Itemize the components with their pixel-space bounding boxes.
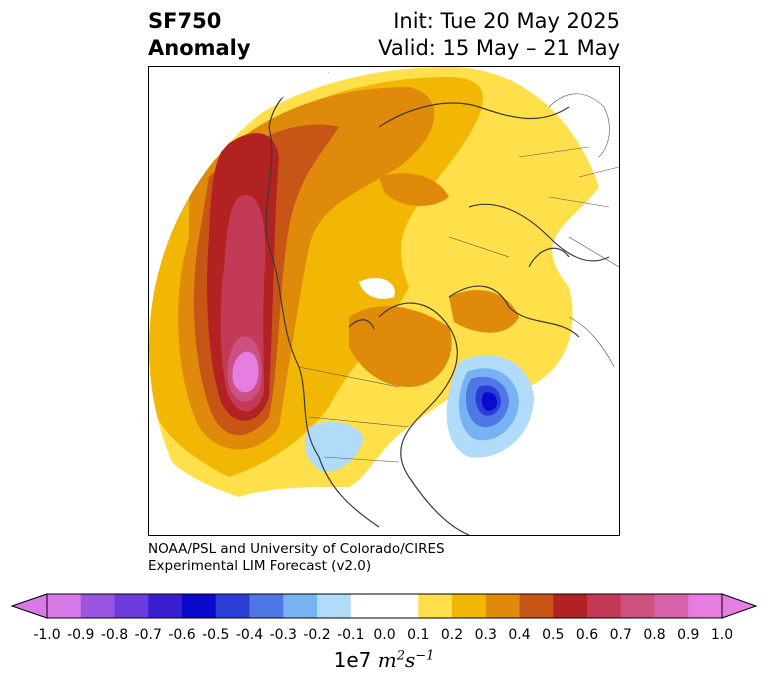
colorbar-swatch <box>80 594 115 618</box>
colorbar-swatch <box>350 594 385 618</box>
colorbar-swatch <box>620 594 655 618</box>
borders <box>298 146 619 463</box>
units-prefix: 1e7 <box>333 648 378 672</box>
credit-line-1: NOAA/PSL and University of Colorado/CIRE… <box>148 541 445 557</box>
colorbar-swatch <box>114 594 149 618</box>
credit-line-2: Experimental LIM Forecast (v2.0) <box>148 558 372 574</box>
units-sup2: −1 <box>415 648 435 664</box>
map-panel <box>148 66 620 536</box>
colorbar-tick-label: 0.2 <box>440 627 464 643</box>
colorbar-tick-label: 0.6 <box>575 627 599 643</box>
colorbar-tick-label: 0.8 <box>643 627 666 643</box>
units-m: m <box>377 648 397 672</box>
units-s: s <box>404 648 416 672</box>
colorbar-tick-label: 0.1 <box>407 627 430 643</box>
colorbar-swatch <box>384 594 419 618</box>
colorbar-swatch <box>148 594 183 618</box>
colorbar-swatch <box>688 594 723 618</box>
colorbar <box>10 590 758 626</box>
colorbar-tick-label: -0.9 <box>67 627 95 643</box>
colorbar-tick-label: -0.2 <box>303 627 331 643</box>
colorbar-extend-min <box>10 593 48 619</box>
colorbar-swatch <box>519 594 554 618</box>
anomaly-fill <box>149 67 599 497</box>
colorbar-tick-label: 0.3 <box>474 627 497 643</box>
anomaly-title: Anomaly <box>148 36 251 60</box>
variable-title: SF750 <box>148 9 222 33</box>
title-left: SF750 Anomaly <box>148 8 251 62</box>
colorbar-tick-label: -1.0 <box>33 627 61 643</box>
colorbar-swatch <box>654 594 689 618</box>
colorbar-tick-label: -0.3 <box>269 627 297 643</box>
colorbar-tick-label: 0.0 <box>373 627 396 643</box>
valid-range: Valid: 15 May – 21 May <box>378 36 620 60</box>
colorbar-tick-label: 0.7 <box>609 627 632 643</box>
colorbar-tick-label: 0.9 <box>677 627 700 643</box>
colorbar-swatch <box>283 594 318 618</box>
colorbar-tick-label: -0.4 <box>235 627 264 643</box>
colorbar-tick-label: -0.6 <box>168 627 196 643</box>
colorbar-swatch <box>418 594 453 618</box>
anomaly-map <box>149 67 619 535</box>
colorbar-swatch <box>215 594 250 618</box>
colorbar-tick-label: 0.5 <box>542 627 565 643</box>
colorbar-tick-label: -0.7 <box>134 627 162 643</box>
colorbar-swatch <box>587 594 622 618</box>
units-sup1: 2 <box>396 648 405 664</box>
colorbar-tick-label: 1.0 <box>710 627 734 643</box>
colorbar-ticks: -1.0 -0.9 -0.8 -0.7 -0.6 -0.5 -0.4 -0.3 -0.2 -0.1… <box>0 627 768 647</box>
init-date: Init: Tue 20 May 2025 <box>393 9 620 33</box>
colorbar-label: 1e7 m2s−1 <box>0 648 768 672</box>
colorbar-swatch <box>317 594 352 618</box>
colorbar-tick-label: 0.4 <box>508 627 531 643</box>
colorbar-tick-label: -0.1 <box>337 627 365 643</box>
colorbar-tick-label: -0.8 <box>100 627 129 643</box>
colorbar-swatch <box>182 594 217 618</box>
colorbar-swatch <box>249 594 284 618</box>
outer-land <box>548 93 619 368</box>
colorbar-tick-label: -0.5 <box>202 627 230 643</box>
colorbar-swatch <box>485 594 520 618</box>
credit-text: NOAA/PSL and University of Colorado/CIRE… <box>148 541 445 575</box>
colorbar-svg <box>10 593 758 619</box>
colorbar-swatch <box>553 594 588 618</box>
colorbar-outline <box>46 593 723 619</box>
colorbar-swatch <box>452 594 487 618</box>
colorbar-swatch <box>47 594 82 618</box>
colorbar-extend-max <box>721 593 758 619</box>
title-right: Init: Tue 20 May 2025 Valid: 15 May – 21… <box>378 8 620 62</box>
